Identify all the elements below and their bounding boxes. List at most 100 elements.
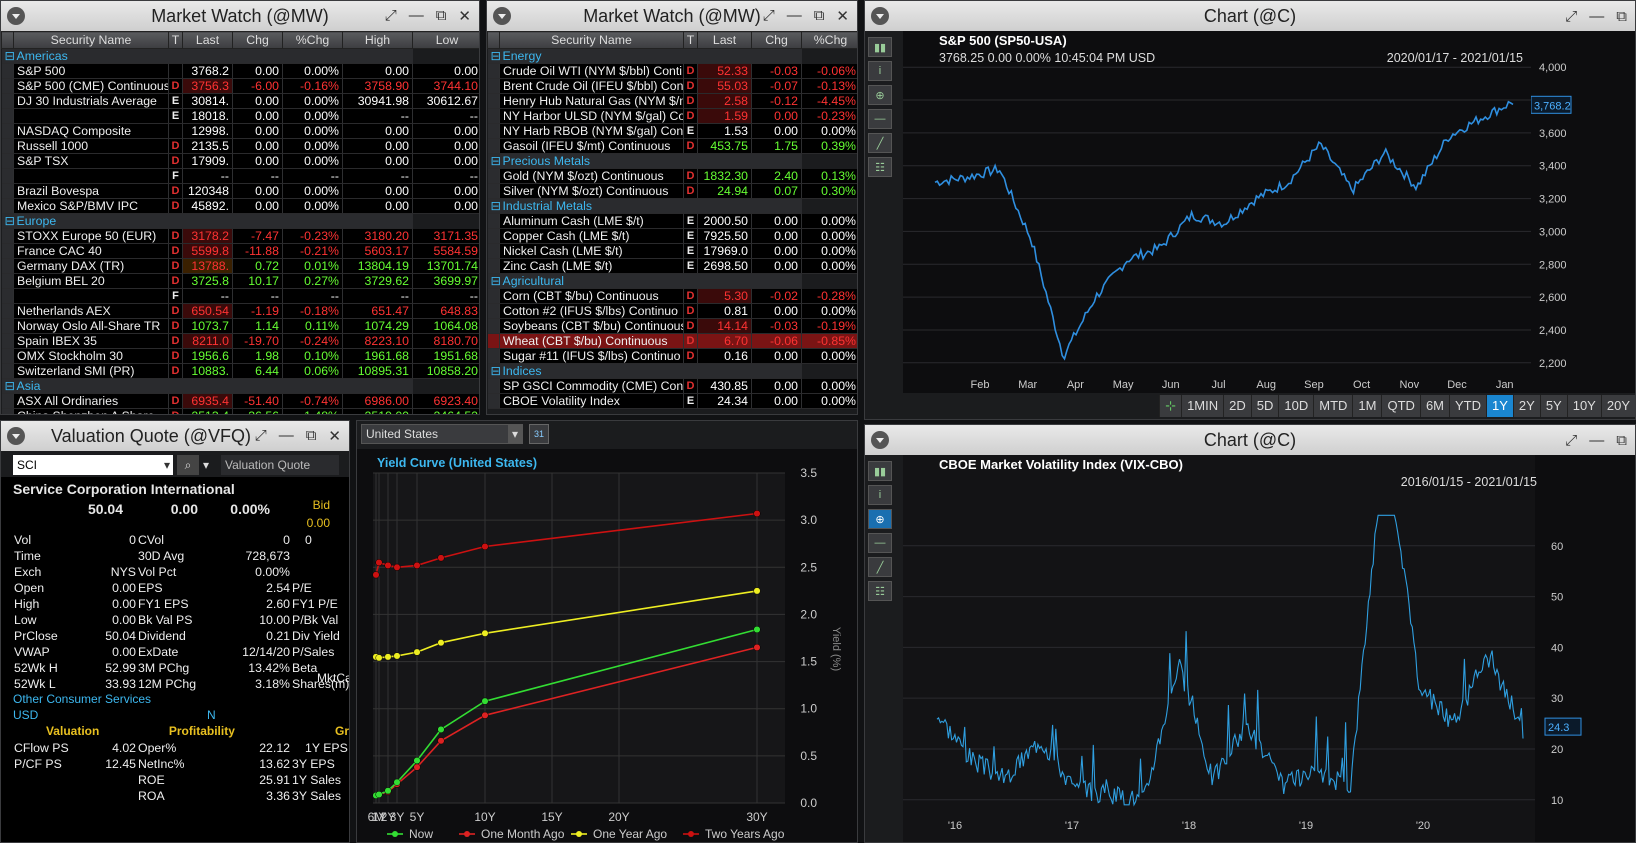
group-row[interactable]: ⊟Energy (487, 48, 858, 64)
column-header[interactable]: Low (412, 31, 479, 49)
table-row[interactable]: Belgium BEL 20 D 3725.8 10.17 0.27% 3729.62 36… (1, 273, 479, 289)
table-row[interactable]: NY Harbor ULSD (NYM $/gal) Con D 1.59 0.00-… (487, 108, 857, 124)
table-row[interactable]: E 18018. 0.00 0.00% -- -- (1, 108, 479, 124)
table-row[interactable]: STOXX Europe 50 (EUR) D 3178.2 -7.47 -0.23% 3… (1, 228, 479, 244)
popout-icon[interactable]: ⧉ (435, 7, 447, 24)
table-row[interactable]: Copper Cash (LME $/t) E 7925.50 0.00 0.00% (487, 228, 857, 244)
collapse-icon[interactable]: ⊟ (487, 363, 500, 379)
minimize-icon[interactable]: — (786, 7, 802, 24)
table-row[interactable]: China Shenzhen A ShareD2513.436.561.48%2… (1, 408, 479, 414)
collapse-icon[interactable]: ⊟ (1, 213, 14, 229)
table-row[interactable]: Wheat (CBT $/bu) Continuous D 6.70 -0.06 -0.… (487, 333, 857, 349)
table-row[interactable]: Sugar #11 (IFUS $/lbs) Continuo D 0.16 0.00… (487, 348, 857, 364)
collapse-icon[interactable]: ⊟ (487, 153, 500, 169)
minimize-icon[interactable]: — (278, 427, 294, 444)
table-row[interactable]: Gold (NYM $/ozt) Continuous D 1832.30 2.40 0… (487, 168, 857, 184)
column-header[interactable]: %Chg (801, 31, 857, 49)
table-row[interactable]: Crude Oil WTI (NYM $/bbl) Conti D 52.33 -0.… (487, 63, 857, 79)
trendline-icon[interactable]: ╱ (868, 557, 892, 577)
table-row[interactable]: F -- -- -- -- -- (1, 168, 479, 184)
table-row[interactable]: CBOE Volatility Index E 24.34 0.00 0.00% (487, 393, 857, 409)
table-row[interactable]: Spain IBEX 35 D 8211.0 -19.70 -0.24% 8223.10 8… (1, 333, 479, 349)
minimize-icon[interactable]: — (1589, 431, 1605, 449)
table-row[interactable]: Netherlands AEX D 650.54 -1.19 -0.18% 651.47 6… (1, 303, 479, 319)
table-row[interactable]: Mexico S&P/BMV IPC D 45892. 0.00 0.00% 0.00 0.… (1, 198, 479, 214)
line-icon[interactable]: — (868, 533, 892, 553)
collapse-icon[interactable]: ⊟ (487, 273, 500, 289)
popout-icon[interactable]: ⧉ (813, 7, 825, 24)
range-button[interactable]: 6M (1419, 395, 1449, 417)
expand-icon[interactable]: ⤢ (384, 7, 397, 24)
range-button[interactable]: 20Y (1600, 395, 1635, 417)
bar-chart-icon[interactable]: ▮▮ (868, 461, 892, 481)
search-icon[interactable]: ⌕ (177, 455, 199, 475)
symbol-input[interactable]: SCI ▾ (13, 455, 173, 475)
collapse-icon[interactable]: ⊟ (487, 198, 500, 214)
table-row[interactable]: Henry Hub Natural Gas (NYM $/m D 2.58 -0.12… (487, 93, 857, 109)
table-row[interactable]: Corn (CBT $/bu) Continuous D 5.30 -0.02 -0.2… (487, 288, 857, 304)
range-button[interactable]: 5Y (1539, 395, 1567, 417)
range-button[interactable]: 2Y (1512, 395, 1540, 417)
table-row[interactable]: Aluminum Cash (LME $/t) E 2000.50 0.00 0.00% (487, 213, 857, 229)
info-icon[interactable]: i (868, 485, 892, 505)
column-header[interactable]: Security Name (499, 31, 684, 49)
chart-area[interactable]: S&P 500 (SP50-USA) 3768.25 0.00 0.00% 10:… (903, 31, 1531, 393)
yield-chart-area[interactable]: Yield Curve (United States) 3.5 3.0 2.5 2.0 1… (357, 449, 857, 842)
column-header[interactable]: %Chg (282, 31, 343, 49)
table-row[interactable]: France CAC 40 D 5599.8 -11.88 -0.21% 5603.17 5… (1, 243, 479, 259)
popout-icon[interactable]: ⧉ (305, 427, 317, 444)
minimize-icon[interactable]: — (1589, 7, 1605, 25)
close-icon[interactable]: ✕ (458, 8, 471, 25)
collapse-icon[interactable]: ⊟ (1, 378, 14, 394)
table-row[interactable]: Switzerland SMI (PR) D 10883. 6.44 0.06% 1089… (1, 363, 479, 379)
range-button[interactable]: QTD (1381, 395, 1420, 417)
country-select[interactable]: United States ▾ (361, 424, 523, 444)
panel-title-bar[interactable]: Chart (@C) ⤢ — ⧉ (865, 1, 1635, 31)
table-row[interactable]: F -- -- -- -- -- (1, 288, 479, 304)
table-row[interactable]: S&P 500 (CME) Continuous D 3756.3 -6.00 -0.1… (1, 78, 479, 94)
chevron-down-icon[interactable]: ▾ (203, 458, 210, 472)
table-row[interactable]: OMX Stockholm 30 D 1956.6 1.98 0.10% 1961.68 1… (1, 348, 479, 364)
range-button[interactable]: MTD (1313, 395, 1353, 417)
expand-icon[interactable]: ⤢ (762, 7, 775, 24)
calendar-icon[interactable]: 31 (529, 424, 549, 444)
table-row[interactable]: Cotton #2 (IFUS $/lbs) Continuo D 0.81 0.00… (487, 303, 857, 319)
table-row[interactable]: S&P TSX D 17909. 0.00 0.00% 0.00 0.00 (1, 153, 479, 169)
bar-chart-icon[interactable]: ▮▮ (868, 37, 892, 57)
panel-menu-icon[interactable] (7, 7, 25, 25)
minimize-icon[interactable]: — (408, 7, 424, 24)
table-row[interactable]: Zinc Cash (LME $/t) E 2698.50 0.00 0.00% (487, 258, 857, 274)
range-button[interactable]: 10D (1278, 395, 1314, 417)
expand-icon[interactable]: ⤢ (254, 427, 267, 444)
table-row[interactable]: NY Harb RBOB (NYM $/gal) Conti E 1.53 0.00 0… (487, 123, 857, 139)
range-button[interactable]: 2D (1223, 395, 1251, 417)
table-row[interactable]: NASDAQ Composite 12998. 0.00 0.00% 0.00 0.00 (1, 123, 479, 139)
line-icon[interactable]: — (868, 109, 892, 129)
close-icon[interactable]: ✕ (836, 8, 849, 25)
chevron-down-icon[interactable]: ▾ (163, 458, 170, 472)
expand-icon[interactable]: ⤢ (1565, 431, 1578, 449)
panel-title-bar[interactable]: Chart (@C) ⤢ — ⧉ (865, 425, 1635, 455)
range-button[interactable]: 1M (1352, 395, 1382, 417)
info-icon[interactable]: i (868, 61, 892, 81)
group-row[interactable]: ⊟Americas (1, 48, 480, 64)
table-row[interactable]: Russell 1000 D 2135.5 0.00 0.00% 0.00 0.00 (1, 138, 479, 154)
panel-menu-icon[interactable] (871, 7, 889, 25)
chevron-down-icon[interactable]: ▾ (508, 425, 522, 443)
table-row[interactable]: SP GSCI Commodity (CME) Contin D 430.85 0.0… (487, 378, 857, 394)
column-header[interactable]: Chg (232, 31, 283, 49)
valuation-quote-field[interactable]: Valuation Quote (221, 455, 339, 475)
column-header[interactable]: Security Name (13, 31, 169, 49)
range-button[interactable]: 1Y (1486, 395, 1513, 417)
trendline-icon[interactable]: ╱ (868, 133, 892, 153)
group-row[interactable]: ⊟Industrial Metals (487, 198, 858, 214)
column-header[interactable]: T (683, 31, 698, 49)
popout-icon[interactable]: ⧉ (1616, 7, 1627, 25)
compare-icon[interactable]: ⊹ (1159, 395, 1182, 417)
collapse-icon[interactable]: ⊟ (487, 48, 500, 64)
panel-title-bar[interactable]: Market Watch (@MW) ⤢ — ⧉ ✕ (1, 1, 479, 31)
column-header[interactable]: High (342, 31, 413, 49)
range-button[interactable]: YTD (1449, 395, 1486, 417)
range-button[interactable]: 10Y (1566, 395, 1601, 417)
group-row[interactable]: ⊟Precious Metals (487, 153, 858, 169)
